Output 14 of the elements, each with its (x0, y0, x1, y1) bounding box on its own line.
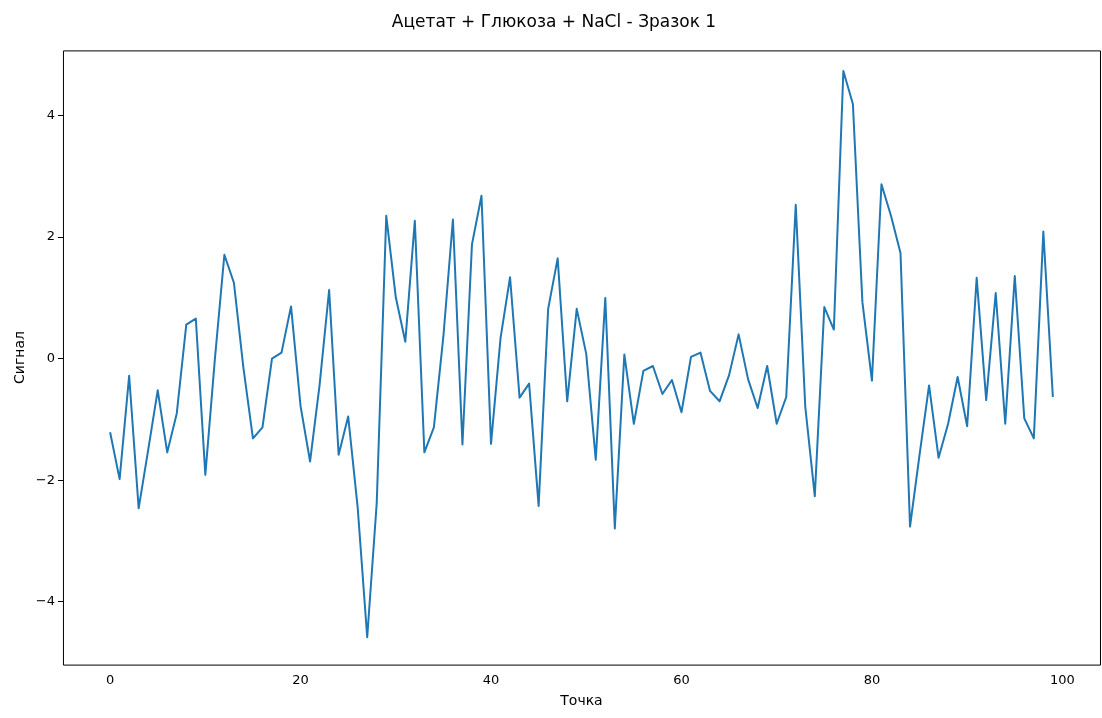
y-tick-label: −2 (35, 471, 55, 487)
x-tick-label: 60 (673, 671, 690, 687)
chart-title: Ацетат + Глюкоза + NaCl - Зразок 1 (391, 10, 717, 31)
x-tick-label: 40 (482, 671, 500, 687)
y-tick-label: −4 (35, 593, 55, 609)
x-tick-label: 80 (863, 671, 881, 687)
x-tick-label: 0 (105, 671, 115, 687)
y-tick-label: 2 (46, 228, 55, 244)
y-axis-title: Сигнал (11, 331, 28, 384)
x-tick-label: 100 (1049, 671, 1075, 687)
y-tick-label: 4 (46, 106, 55, 122)
y-tick-label: 0 (46, 350, 55, 366)
x-tick-label: 20 (292, 671, 309, 687)
x-axis-title: Точка (559, 692, 603, 709)
